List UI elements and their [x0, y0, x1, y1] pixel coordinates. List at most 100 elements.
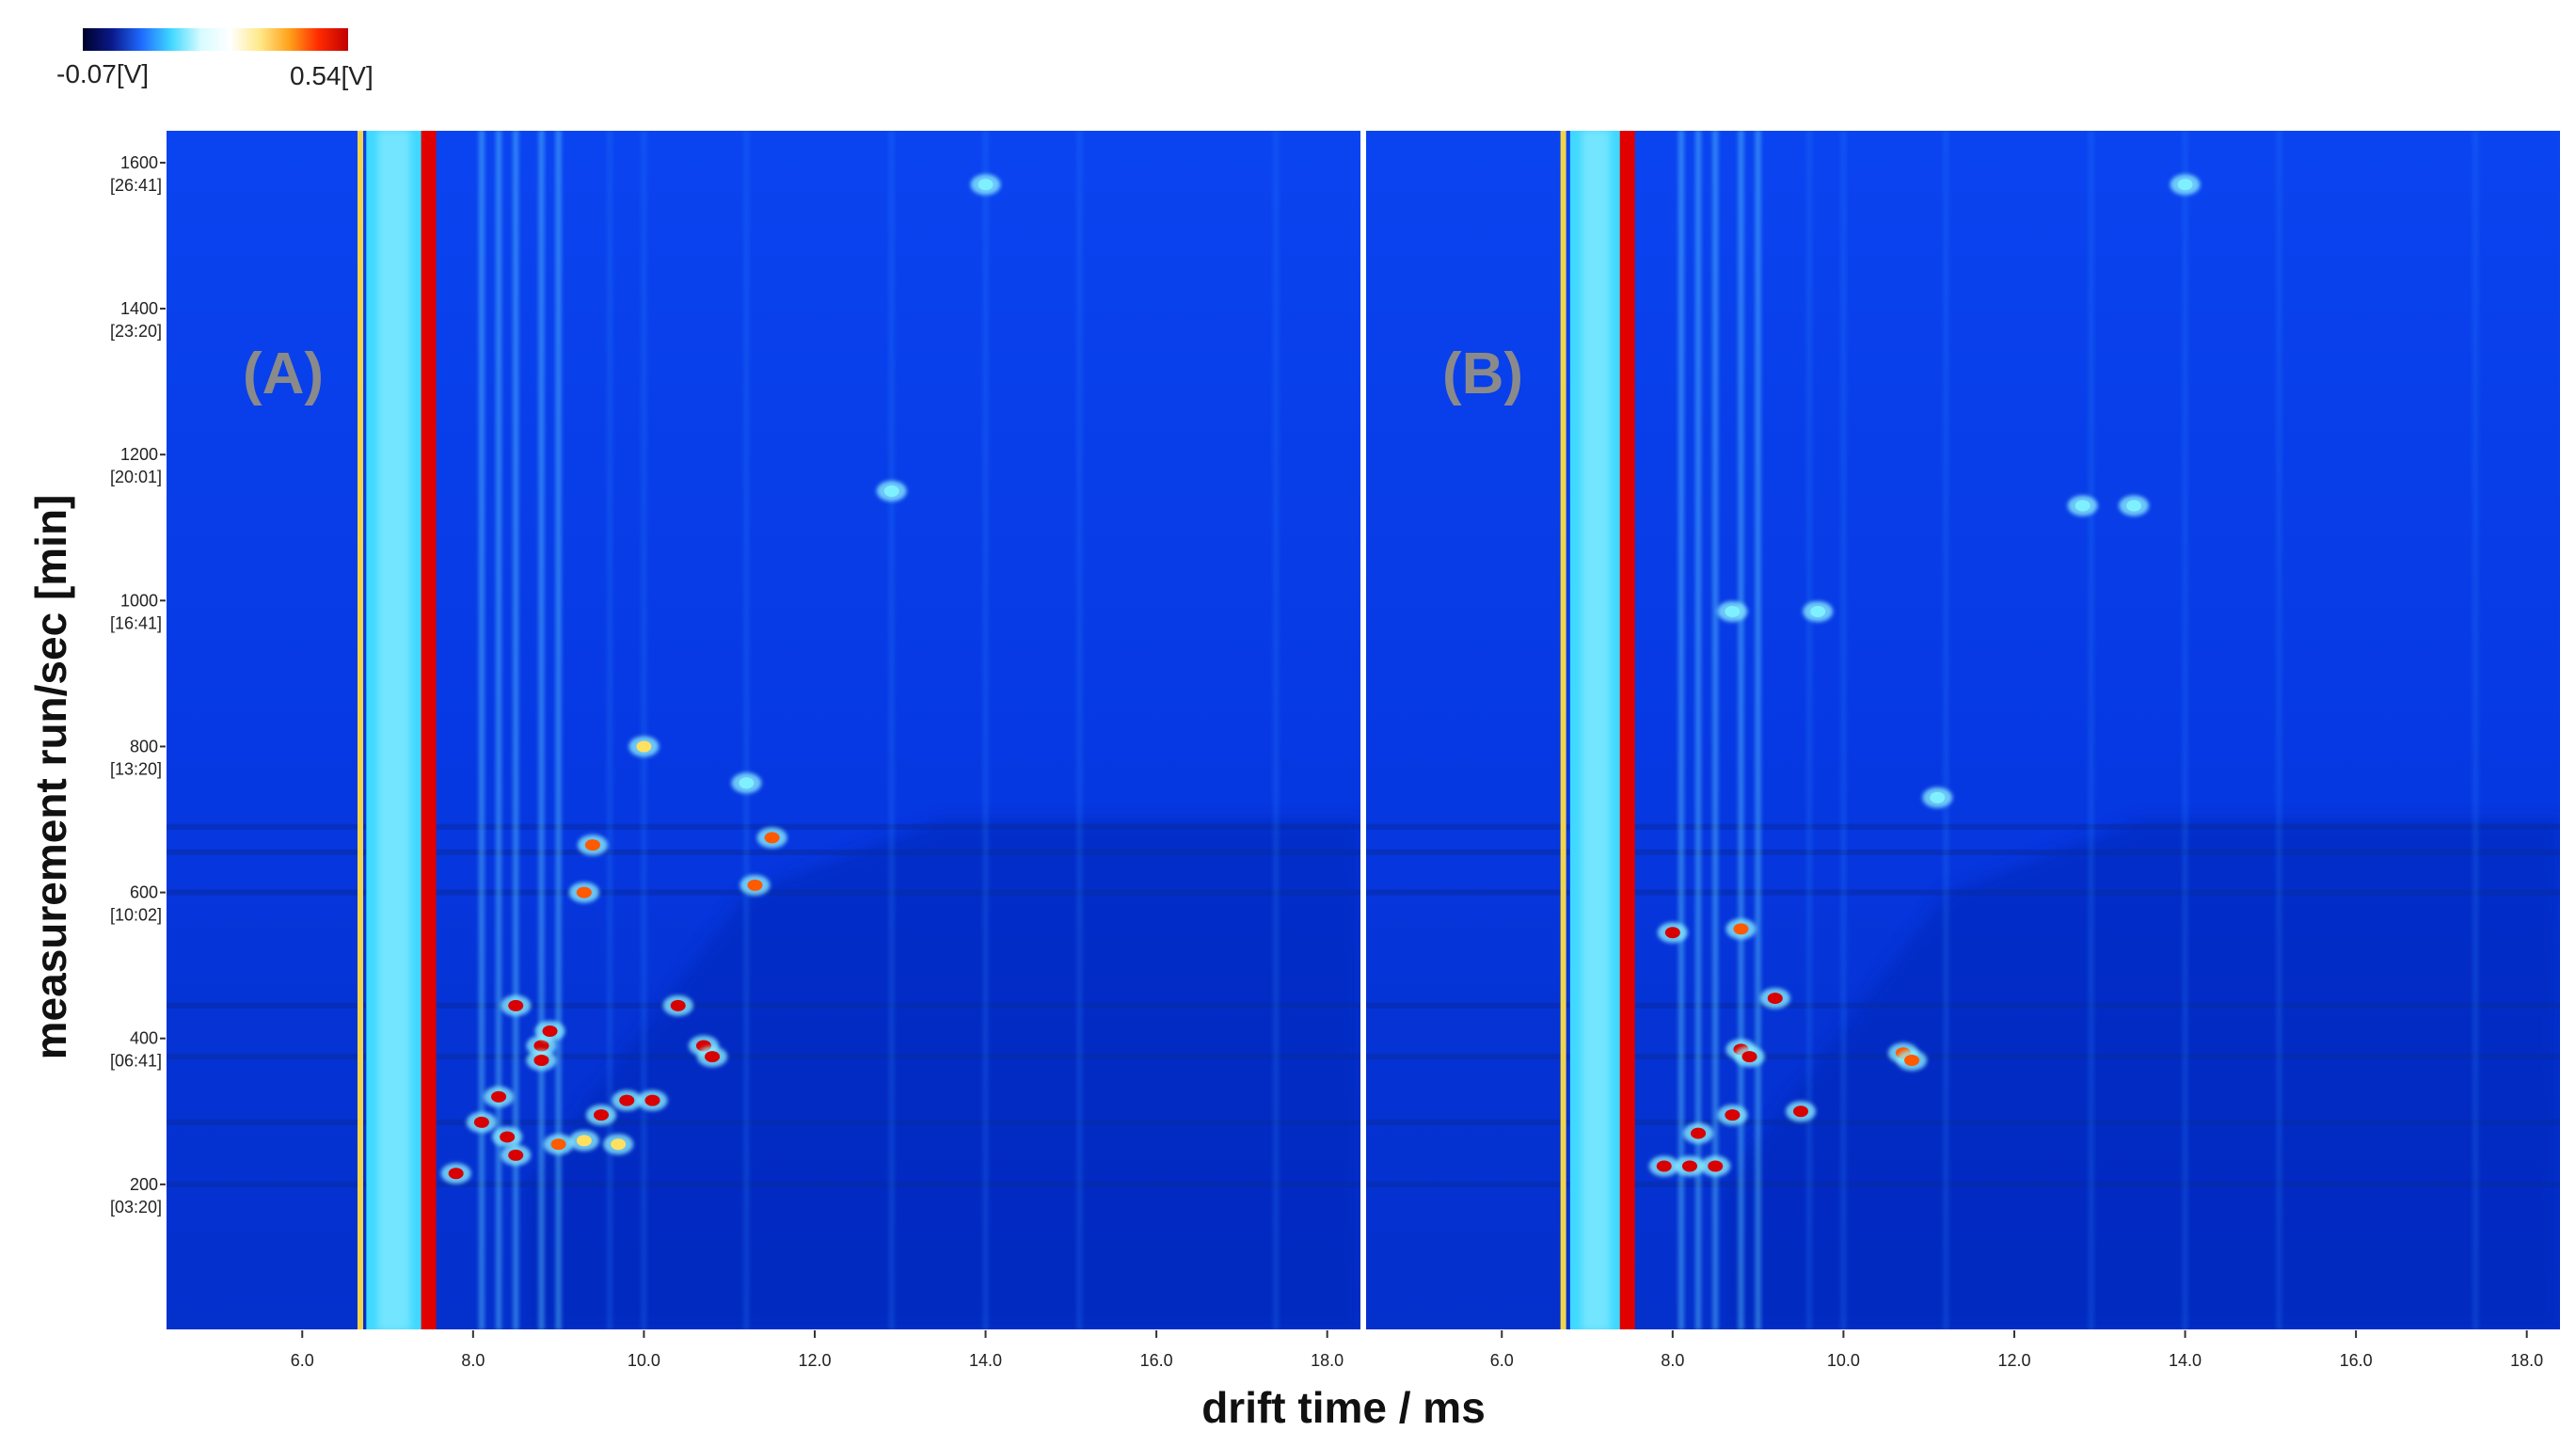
run-band [166, 849, 1361, 855]
y-tick-label: 1400 [120, 299, 158, 318]
x-tick-label: 18.0 [2510, 1351, 2543, 1370]
signal-spot [619, 1094, 635, 1106]
drift-streak [2473, 130, 2479, 1330]
signal-spot [1681, 1160, 1697, 1172]
drift-streak [888, 130, 895, 1330]
signal-spot [1810, 605, 1826, 617]
y-tick-sublabel: [23:20] [110, 322, 162, 341]
signal-spot [611, 1138, 627, 1151]
signal-spot [636, 740, 652, 753]
drift-streak [641, 130, 647, 1330]
y-tick-sublabel: [13:20] [110, 759, 162, 778]
run-band [166, 1119, 1361, 1125]
yellow-ion-line [1560, 130, 1566, 1330]
signal-spot [764, 832, 780, 844]
signal-spot [1691, 1127, 1707, 1139]
y-axis: 1600 [26:41] 1400 [23:20] 1200 [20:01] 1000 [16… [110, 153, 166, 1216]
signal-spot [1708, 1160, 1724, 1172]
heatmap-area [166, 130, 1361, 1330]
drift-streak [1678, 130, 1684, 1330]
y-tick-sublabel: [06:41] [110, 1052, 162, 1071]
colorbar: -0.07[V] 0.54[V] [56, 28, 374, 90]
drift-streak [607, 130, 613, 1330]
reactant-ion-peak-core [377, 130, 411, 1330]
run-band [1365, 889, 2561, 896]
x-tick-label: 6.0 [291, 1351, 314, 1370]
reactant-ion-peak-core [1581, 130, 1611, 1330]
drift-streak [1840, 130, 1847, 1330]
x-tick-label: 12.0 [798, 1351, 831, 1370]
x-axis-label: drift time / ms [1201, 1383, 1486, 1432]
run-band [1365, 1054, 2561, 1060]
drift-streak [1076, 130, 1083, 1330]
run-band [166, 1181, 1361, 1187]
signal-spot [508, 999, 524, 1011]
y-tick-label: 400 [130, 1029, 158, 1048]
y-tick-label: 1200 [120, 445, 158, 464]
colorbar-min-label: -0.07[V] [56, 59, 149, 88]
x-tick-label: 12.0 [1997, 1351, 2030, 1370]
panel-frame [1364, 129, 2562, 1331]
signal-spot [584, 839, 600, 851]
low-intensity-region [524, 819, 1361, 1330]
signal-spot [448, 1168, 464, 1180]
x-tick-label: 8.0 [461, 1351, 485, 1370]
run-band [1365, 1002, 2561, 1009]
drift-streak [1806, 130, 1813, 1330]
drift-streak [743, 130, 750, 1330]
run-band [166, 1002, 1361, 1009]
drift-streak [1755, 130, 1761, 1330]
signal-spot [473, 1116, 489, 1128]
red-ion-line [421, 130, 437, 1330]
y-tick-label: 800 [130, 737, 158, 755]
y-tick-sublabel: [20:01] [110, 468, 162, 486]
x-tick-label: 10.0 [1827, 1351, 1860, 1370]
signal-spot [1725, 1109, 1741, 1121]
run-band [1365, 1119, 2561, 1125]
run-band [1365, 849, 2561, 855]
signal-spot [644, 1094, 660, 1106]
run-band [1365, 823, 2561, 830]
x-tick-label: 8.0 [1661, 1351, 1684, 1370]
signal-spot [491, 1090, 507, 1103]
red-ion-line [1619, 130, 1635, 1330]
drift-streak [1695, 130, 1702, 1330]
drift-streak [2182, 130, 2188, 1330]
signal-spot [705, 1051, 721, 1063]
heatmap-area [1365, 130, 2561, 1330]
signal-spot [576, 886, 592, 898]
x-tick-label: 14.0 [969, 1351, 1002, 1370]
x-tick-label: 16.0 [2340, 1351, 2373, 1370]
drift-streak [538, 130, 545, 1330]
y-tick-sublabel: [03:20] [110, 1198, 162, 1216]
signal-spot [1664, 927, 1680, 939]
x-tick-label: 10.0 [628, 1351, 660, 1370]
signal-spot [533, 1054, 549, 1066]
signal-spot [2075, 500, 2091, 512]
colorbar-max-label: 0.54[V] [290, 61, 374, 90]
yellow-ion-line [357, 130, 363, 1330]
signal-spot [508, 1149, 524, 1161]
signal-spot [883, 485, 899, 497]
signal-spot [550, 1138, 566, 1151]
signal-spot [542, 1025, 558, 1037]
run-band [166, 823, 1361, 830]
drift-streak [1273, 130, 1280, 1330]
panel-b: (B) [1364, 129, 2562, 1331]
signal-spot [2177, 179, 2193, 191]
signal-spot [739, 777, 755, 789]
drift-streak [513, 130, 519, 1330]
signal-spot [2126, 500, 2142, 512]
signal-spot [1930, 791, 1946, 803]
signal-spot [576, 1135, 592, 1147]
signal-spot [594, 1109, 610, 1121]
drift-streak [982, 130, 989, 1330]
drift-streak [1712, 130, 1719, 1330]
y-tick-label: 200 [130, 1175, 158, 1194]
panel-label: (A) [243, 342, 324, 406]
drift-streak [2088, 130, 2094, 1330]
drift-streak [496, 130, 502, 1330]
y-axis-label: measurement run/sec [min] [26, 495, 75, 1060]
signal-spot [1793, 1105, 1809, 1118]
